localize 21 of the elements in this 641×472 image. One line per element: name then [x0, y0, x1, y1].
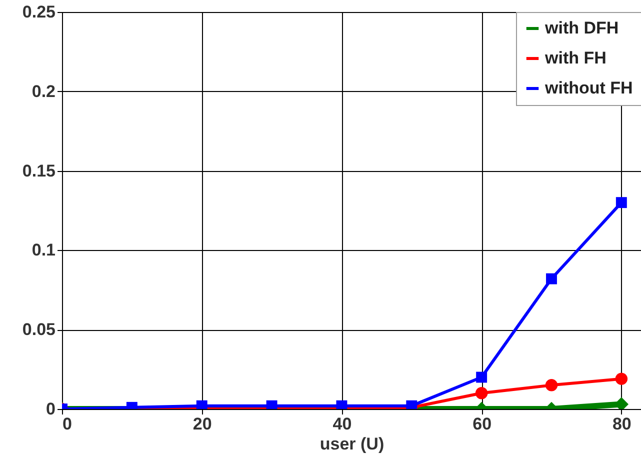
- x-axis-title: user (U): [320, 434, 384, 454]
- point: [616, 197, 627, 208]
- point: [545, 379, 558, 392]
- point: [475, 387, 488, 400]
- y-tick-label: 0.05: [22, 320, 56, 340]
- x-tick-label: 60: [472, 414, 492, 434]
- y-tick-label: 0.25: [22, 2, 56, 22]
- point: [615, 372, 628, 385]
- y-tick-label: 0.15: [22, 161, 56, 180]
- y-tick-label: 0: [46, 400, 56, 418]
- y-tick-label: 0.1: [32, 240, 56, 260]
- point: [476, 372, 488, 383]
- point: [546, 273, 557, 284]
- x-tick-label: 40: [332, 414, 352, 434]
- legend-label: without FH: [544, 78, 633, 98]
- legend-label: with DFH: [544, 18, 619, 38]
- x-tick-label: 0: [62, 414, 72, 434]
- legend-label: with FH: [544, 48, 606, 68]
- x-tick-label: 20: [192, 414, 212, 434]
- y-tick-label: 0.2: [32, 82, 56, 101]
- x-tick-label: 80: [612, 414, 632, 434]
